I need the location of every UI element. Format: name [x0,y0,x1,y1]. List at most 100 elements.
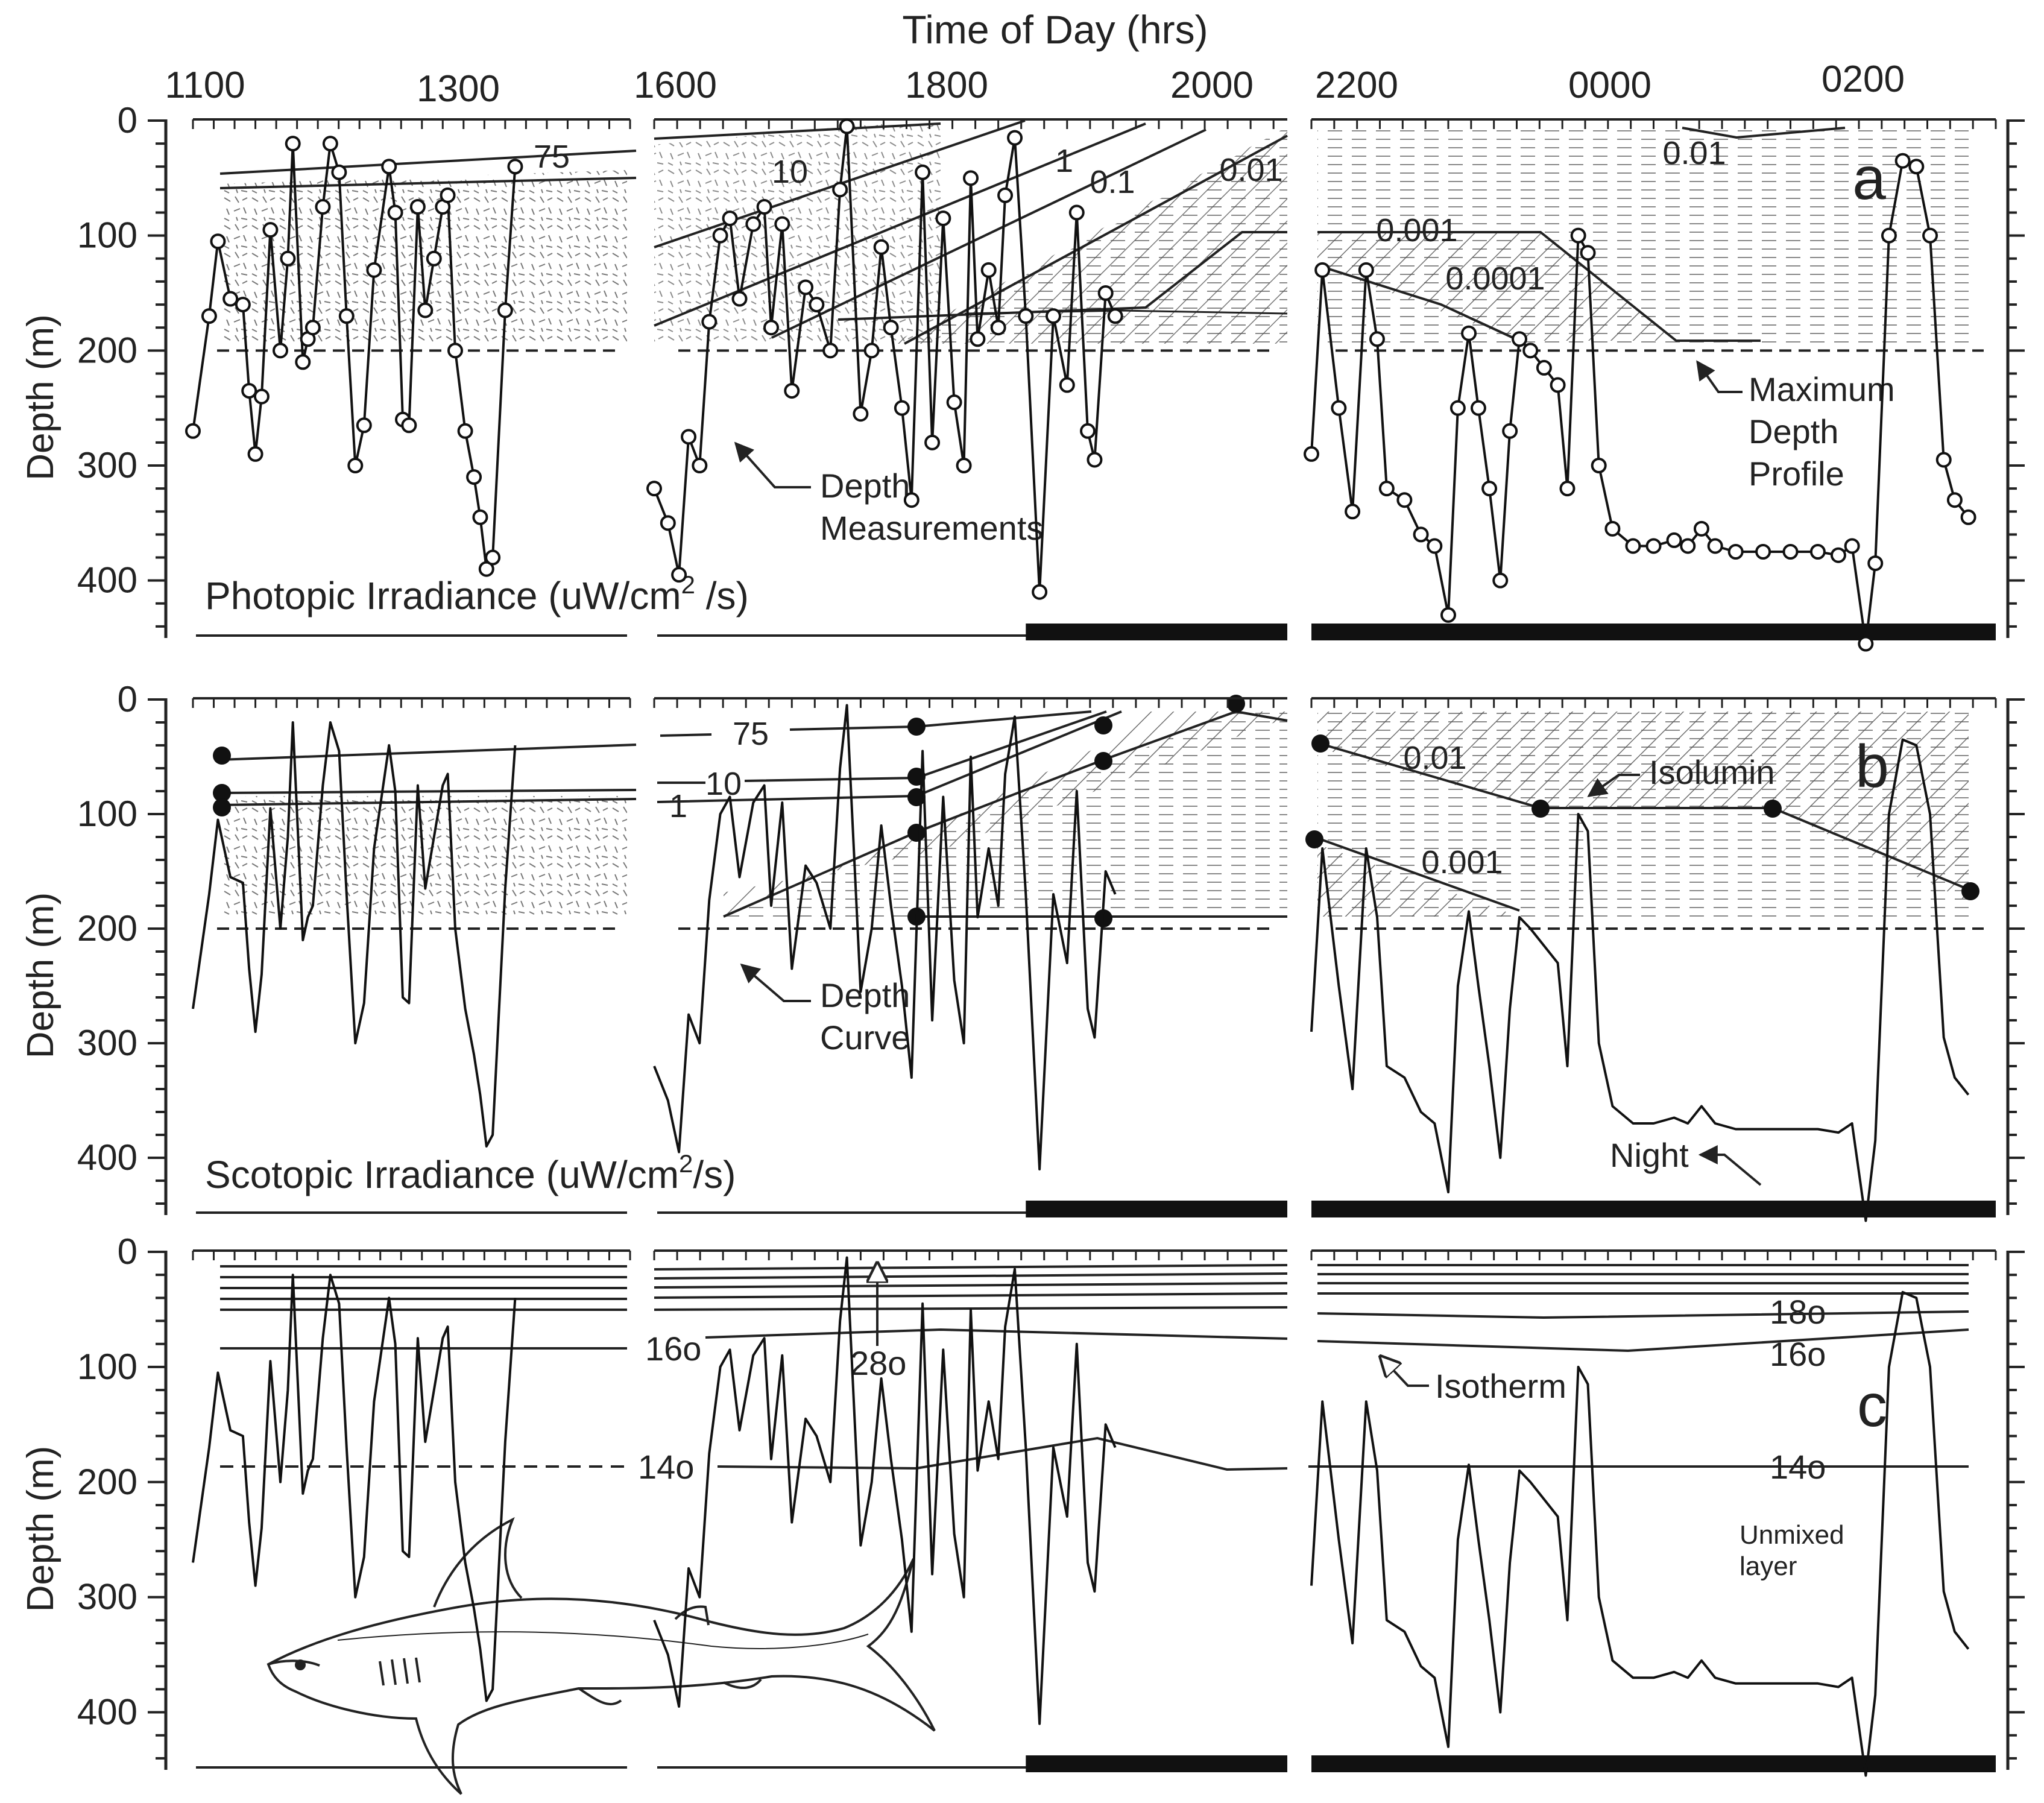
panel-a-depth-measurement-point [924,434,941,450]
panel-a-depth-measurement-point [970,331,986,347]
panel-a-depth-measurement-point [1512,331,1528,347]
panel-a-annotation-maximum: Maximum [1749,370,1895,408]
panel-a-depth-measurement-point [466,469,482,485]
panel-a-depth-measurement-point [1727,544,1744,560]
panel-a-depth-measurement-point [1492,572,1509,589]
panel-c-annotation-layer: layer [1740,1552,1797,1581]
panel-a-letter: a [1852,145,1886,212]
panel-a-depth-measurement-point [1427,538,1443,554]
top-tick-label-1600: 1600 [634,65,717,106]
panel-a-depth-measurement-point [210,233,226,250]
panel-a-depth-measurement-point [485,549,501,566]
panel-b-night-bar [1026,1201,1287,1217]
panel-c-y-tick-label: 400 [77,1692,137,1732]
panel-a-depth-measurement-point [894,400,910,416]
panel-a-depth-measurement-point [1032,584,1048,600]
panel-b-depth-curve-arrow [740,963,811,1002]
panel-b-y-axis-label: Depth (m) [20,892,62,1059]
panel-a-depth-measurement-point [1018,308,1034,324]
panel-a-depth-measurement-point [185,423,201,439]
top-tick-label-1800: 1800 [905,65,988,106]
panel-a-depth-measurement-point [1844,538,1860,554]
panel-a-depth-measurement-point [1946,492,1963,508]
panel-a-depth-measurement-point [1440,607,1456,623]
panel-a-depth-measurement-point [745,216,762,232]
top-tick-label-2000: 2000 [1170,65,1254,106]
panel-a-depth-measurement-point [1782,544,1799,560]
panel-a-depth-measurement-point [472,509,488,525]
panel-a-isolumin-label-10: 10 [772,154,808,190]
panel-a-depth-measurement-point [1097,285,1114,301]
panel-a-depth-measurement-point [756,199,772,215]
panel-a-depth-measurements-arrow [734,441,811,488]
panel-a-depth-measurement-point [1331,400,1347,416]
panel-a-depth-measurement-point [873,239,889,255]
panel-a-depth-measurement-point [1314,262,1331,278]
panel-a-depth-measurement-point [646,481,662,497]
panel-c-y-tick-label: 0 [118,1231,137,1272]
panel-a-depth-measurement-point [331,164,347,180]
panel-a-hatched-band-seg3 [1317,232,1676,341]
panel-b-night-arrow [1698,1145,1762,1186]
panel-a-depth-measurement-point [692,458,708,473]
panel-a-isolumin-label-0-001: 0.001 [1376,212,1457,248]
panel-c-depth-track [1310,1290,1970,1777]
panel-b-annotation-curve: Curve [820,1018,910,1056]
panel-a-depth-measurement-point [1666,532,1682,548]
panel-a-depth-measurement-point [774,216,790,232]
panel-a-depth-measurement-point [1378,481,1395,497]
panel-a-depth-measurement-point [671,567,687,583]
panel-a-isolumin-label-1: 1 [1055,143,1073,179]
panel-c-isotherm-label-18: 18o [1770,1293,1826,1331]
panel-a-depth-measurement-point [712,227,728,244]
panel-a-depth-measurement-point [1345,504,1361,520]
panel-b-letter: b [1855,733,1889,800]
panel-a-depth-measurement-point [1481,481,1498,497]
panel-a-isolumin-label-0-01-seg2: 0.01 [1219,152,1282,188]
panel-a-depth-measurement-point [356,417,372,434]
panel-a-depth-measurement-point [915,164,931,180]
panel-c-night-bar [1311,1755,1996,1772]
panel-a-depth-measurement-point [853,406,869,422]
panel-a-depth-measurement-point [784,383,800,399]
panel-a-night-bar [1026,624,1287,640]
panel-b-y-tick-label: 400 [77,1137,137,1178]
panel-a-depth-measurement-point [997,187,1014,203]
panel-a-depth-measurement-point [1830,547,1846,563]
panel-a-depth-measurement-point [839,118,855,134]
panel-a-depth-measurement-point [701,314,718,330]
panel-a-depth-measurement-point [273,343,288,359]
panel-b-night-bar [1311,1201,1996,1217]
panel-a-depth-measurement-point [280,250,296,267]
panel-a-depth-measurement-point [956,458,972,473]
panel-b-isolumin-label-0-01: 0.01 [1403,740,1466,776]
panel-c: 16o 14o 28o 18o 16o 14o Isotherm Unmixed… [220,1263,1969,1795]
panel-a-depth-measurement-point [763,320,780,336]
panel-a-depth-measurement-point [347,458,364,473]
panel-a-isolumin-label-0-1: 0.1 [1090,164,1135,200]
panel-a-depth-measurement-point [1809,544,1826,560]
panel-a-depth-measurement-point [1304,446,1319,462]
panel-c-letter: c [1857,1372,1887,1439]
panel-a-depth-measurement-point [457,423,473,439]
panel-a-depth-measurement-point [447,343,463,359]
panel-a-depth-measurement-point [235,297,251,313]
panel-a-isolumin-label-0-01-seg3: 0.01 [1662,135,1726,171]
panel-a-max-depth-arrow [1696,360,1743,393]
panel-b-depth-track [192,721,517,1148]
panel-a-depth-measurement-point [1536,359,1552,376]
panel-a-depth-measurement-point [1461,325,1477,341]
panel-a-depth-measurement-point [381,159,397,175]
panel-b-y-tick-label: 200 [77,908,137,949]
panel-a-depth-measurement-point [241,383,257,399]
panel-a-depth-measurement-point [440,187,456,203]
panel-a-annotation-depth: Depth [820,467,910,505]
panel-a-annotation-profile: Profile [1749,455,1844,493]
panel-b-y-tick-label: 300 [77,1023,137,1063]
panel-a-depth-measurement-point [285,136,301,152]
panel-b-depth-track [1310,738,1970,1222]
panel-a-depth-measurement-point [426,250,442,267]
panel-c-y-tick-label: 300 [77,1577,137,1617]
panel-a-depth-measurement-point [507,159,523,175]
panel-c-night-bar [1026,1755,1287,1772]
